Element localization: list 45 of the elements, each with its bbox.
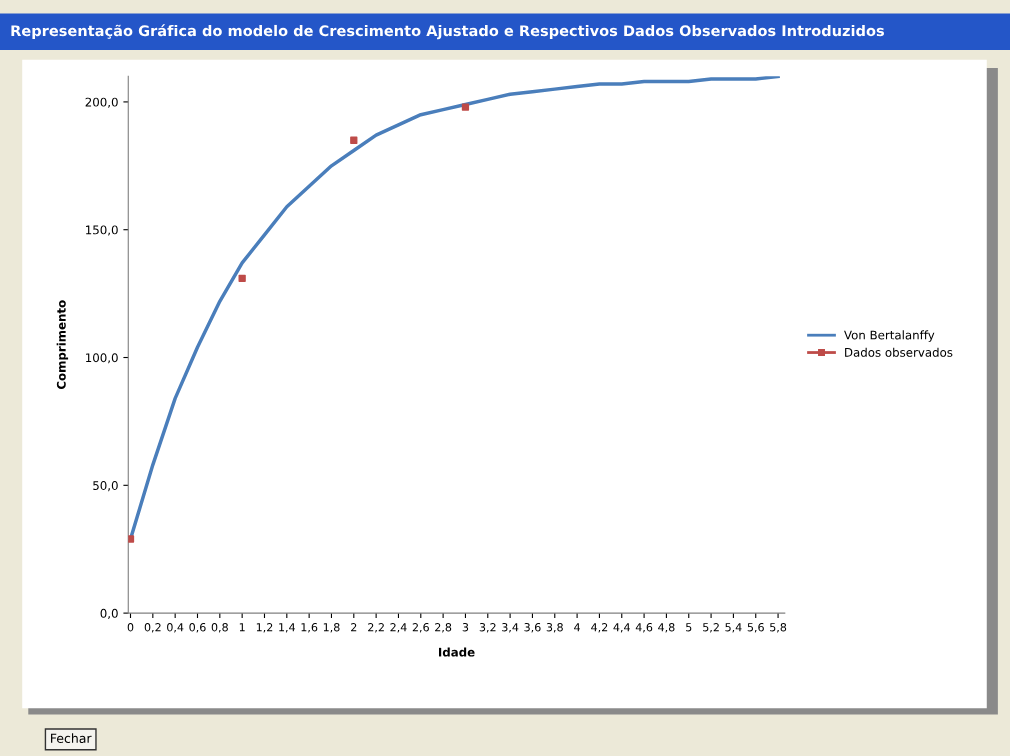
x-tick-label: 0,4 <box>167 623 184 633</box>
y-tick-label: 150,0 <box>86 225 118 236</box>
x-tick-label: 0,8 <box>211 623 228 633</box>
x-tick-label: 0,6 <box>189 623 206 633</box>
x-tick-label: 0 <box>127 623 134 632</box>
legend-label: Dados observados <box>845 347 953 357</box>
x-tick-label: 5,6 <box>747 623 764 633</box>
x-tick-label: 2,8 <box>435 623 452 633</box>
x-tick-label: 4 <box>574 623 581 632</box>
x-tick-label: 5 <box>686 623 692 632</box>
x-tick-label: 5,4 <box>725 623 742 633</box>
x-tick-label: 4,4 <box>613 623 630 633</box>
x-tick-label: 1,4 <box>279 623 296 633</box>
x-tick-label: 3,6 <box>524 623 541 633</box>
x-tick-label: 2 <box>351 623 357 632</box>
x-tick-label: 1,6 <box>301 623 318 633</box>
point <box>350 136 358 144</box>
x-tick-label: 1,8 <box>323 623 340 633</box>
point <box>238 274 246 282</box>
x-tick-label: 5,8 <box>770 623 787 633</box>
point <box>461 103 470 111</box>
chart-title: Representação Gráfica do modelo de Crescimento Ajustado e Respectivos Dados Observados Introduzidos <box>11 24 884 40</box>
y-tick-label: 200,0 <box>85 97 118 108</box>
x-tick-label: 4,8 <box>658 623 675 633</box>
x-tick-label: 4,6 <box>635 623 653 633</box>
y-tick-label: 0,0 <box>100 608 118 619</box>
x-tick-label: 2,4 <box>390 623 407 633</box>
x-tick-label: 3 <box>462 623 469 632</box>
y-axis-title: Comprimento <box>56 300 69 390</box>
x-tick-label: 2,2 <box>368 623 384 633</box>
x-tick-label: 0,2 <box>144 623 161 633</box>
x-tick-label: 3,4 <box>502 623 519 633</box>
x-tick-label: 5,2 <box>703 623 719 633</box>
x-tick-label: 3,2 <box>479 623 496 633</box>
x-axis-title: Idade <box>438 647 475 657</box>
x-tick-label: 4,2 <box>591 623 608 633</box>
x-tick-label: 2,6 <box>412 623 429 633</box>
point <box>128 535 135 543</box>
legend-label: Von Bertalanffy <box>844 330 935 342</box>
x-tick-label: 1,2 <box>256 623 273 633</box>
x-tick-label: 3,8 <box>546 623 563 633</box>
text: Fechar <box>51 733 92 743</box>
y-tick-label: 100,0 <box>86 353 118 364</box>
x-tick-label: 1 <box>239 623 245 632</box>
y-tick-label: 50,0 <box>93 481 118 492</box>
